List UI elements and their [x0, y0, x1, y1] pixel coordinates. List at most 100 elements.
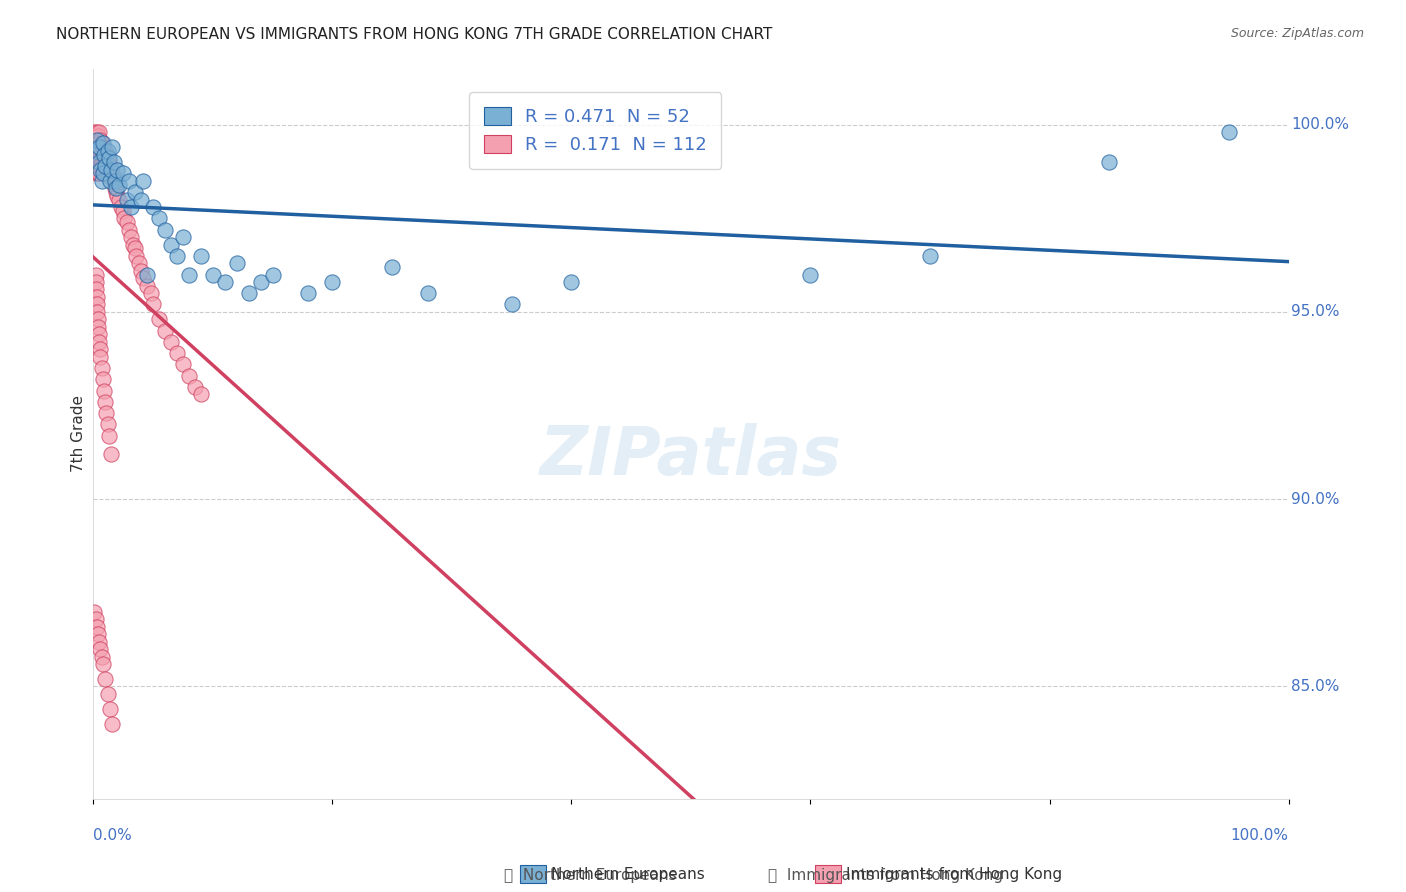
Point [94, 155, 117, 169]
Point [160, 334, 183, 349]
Point [89, 144, 111, 158]
Point [86, 147, 108, 161]
Point [110, 200, 132, 214]
Point [96, 159, 118, 173]
Point [262, 268, 284, 282]
Point [96, 144, 118, 158]
Point [124, 185, 146, 199]
Point [98, 702, 121, 716]
Point [83, 140, 105, 154]
Point [321, 275, 343, 289]
Point [87, 312, 110, 326]
Point [83, 125, 105, 139]
Legend: R = 0.471  N = 52, R =  0.171  N = 112: R = 0.471 N = 52, R = 0.171 N = 112 [470, 92, 721, 169]
Point [89, 159, 111, 173]
Point [90, 155, 112, 169]
Point [93, 144, 115, 158]
Text: Source: ZipAtlas.com: Source: ZipAtlas.com [1230, 27, 1364, 40]
Point [94, 395, 117, 409]
Point [100, 447, 122, 461]
Point [104, 174, 127, 188]
Point [89, 162, 111, 177]
Point [86, 155, 108, 169]
Point [83, 605, 105, 619]
Text: 85.0%: 85.0% [1291, 679, 1340, 694]
Point [84, 612, 107, 626]
Point [121, 237, 143, 252]
Point [96, 152, 118, 166]
Point [101, 166, 124, 180]
Point [101, 717, 124, 731]
Point [96, 417, 118, 432]
Point [89, 334, 111, 349]
Point [153, 324, 176, 338]
Point [184, 380, 207, 394]
Point [160, 237, 183, 252]
Point [91, 657, 114, 671]
Point [87, 159, 110, 173]
Point [214, 275, 236, 289]
Point [799, 268, 821, 282]
Point [89, 152, 111, 166]
Point [83, 133, 105, 147]
Point [87, 627, 110, 641]
Text: 0.0%: 0.0% [93, 828, 132, 843]
Point [118, 174, 141, 188]
Point [115, 193, 138, 207]
Point [225, 256, 247, 270]
Point [89, 125, 111, 139]
Point [132, 271, 155, 285]
Point [153, 222, 176, 236]
Point [86, 125, 108, 139]
Point [112, 203, 135, 218]
Point [86, 290, 108, 304]
Point [90, 649, 112, 664]
Point [84, 128, 107, 143]
Text: ⬜  Immigrants from Hong Kong: ⬜ Immigrants from Hong Kong [768, 868, 1004, 883]
Point [104, 185, 127, 199]
Point [501, 297, 523, 311]
Point [91, 136, 114, 151]
Text: ZIPatlas: ZIPatlas [540, 423, 842, 489]
Point [89, 136, 111, 151]
Point [100, 162, 122, 177]
Point [97, 166, 120, 180]
Point [96, 162, 118, 177]
Point [90, 144, 112, 158]
Point [120, 200, 142, 214]
Point [166, 346, 188, 360]
Point [132, 174, 155, 188]
Point [177, 268, 200, 282]
Text: 90.0%: 90.0% [1291, 491, 1340, 507]
Point [201, 268, 224, 282]
Point [918, 249, 941, 263]
Point [84, 159, 107, 173]
Point [84, 144, 107, 158]
Point [100, 162, 122, 177]
Point [560, 275, 582, 289]
Point [118, 222, 141, 236]
Point [381, 260, 404, 274]
Point [97, 428, 120, 442]
Point [89, 343, 111, 357]
Point [87, 140, 110, 154]
Point [238, 286, 260, 301]
Point [86, 136, 108, 151]
Point [89, 140, 111, 154]
Point [136, 278, 159, 293]
Point [190, 387, 212, 401]
Point [124, 241, 146, 255]
Point [93, 147, 115, 161]
Point [108, 193, 131, 207]
Point [93, 155, 115, 169]
Point [105, 189, 128, 203]
Point [98, 170, 121, 185]
Point [91, 166, 114, 180]
Point [86, 133, 108, 147]
Point [84, 283, 107, 297]
Text: Northern Europeans: Northern Europeans [551, 867, 704, 881]
Point [96, 147, 118, 161]
Point [87, 152, 110, 166]
Point [101, 140, 124, 154]
Point [120, 230, 142, 244]
